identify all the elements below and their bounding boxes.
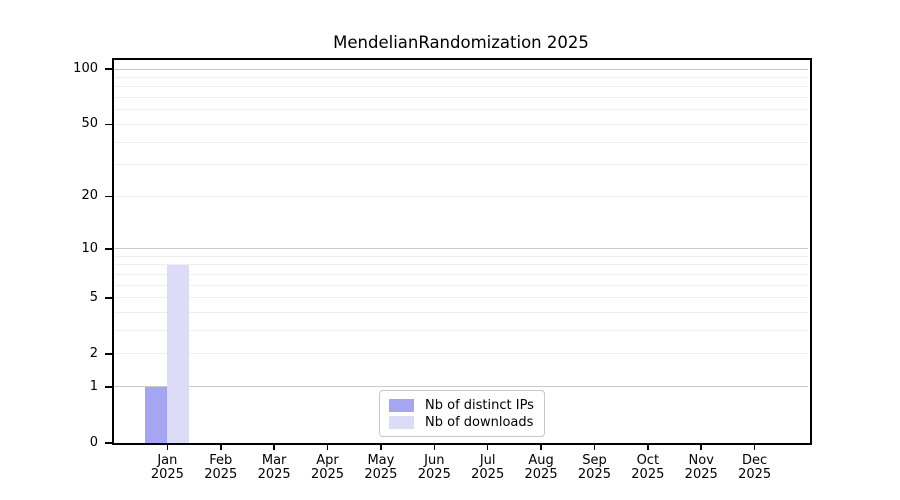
plot-area — [114, 60, 808, 443]
y-tick-mark — [105, 68, 112, 70]
x-tick-label: Oct 2025 — [621, 454, 674, 481]
y-tick-mark — [105, 195, 112, 198]
y-axis: 0 1 2 5 10 20 50 100 — [0, 60, 114, 450]
bar-downloads — [167, 264, 190, 443]
x-tick-label-month: Jul — [479, 453, 496, 468]
x-tick-mark — [486, 445, 489, 450]
x-tick-label-year: 2025 — [471, 466, 505, 482]
y-tick-mark — [105, 123, 112, 126]
y-tick-mark — [105, 353, 112, 355]
x-tick-mark — [433, 445, 436, 450]
x-tick-mark — [647, 445, 649, 450]
major-gridline — [114, 386, 808, 388]
bar-distinct-ips — [145, 386, 168, 443]
minor-gridline — [114, 264, 808, 266]
y-tick-mark — [105, 442, 112, 444]
minor-gridline — [114, 86, 808, 88]
y-tick-label: 100 — [73, 61, 98, 77]
x-tick-label-year: 2025 — [577, 466, 611, 482]
minor-gridline — [114, 123, 808, 125]
x-tick-label: Dec 2025 — [728, 454, 781, 481]
x-tick-label: Feb 2025 — [194, 454, 247, 481]
y-tick-label: 20 — [81, 188, 98, 204]
legend-label-downloads: Nb of downloads — [425, 414, 534, 430]
x-tick-label: Apr 2025 — [301, 454, 354, 481]
minor-gridline — [114, 109, 808, 111]
minor-gridline — [114, 274, 808, 276]
x-tick-label: Jun 2025 — [408, 454, 461, 481]
x-tick-label-month: Feb — [209, 453, 233, 468]
x-tick-mark — [593, 445, 596, 450]
y-tick-mark — [105, 386, 112, 388]
minor-gridline — [114, 353, 808, 355]
minor-gridline — [114, 77, 808, 79]
legend: Nb of distinct IPs Nb of downloads — [379, 390, 545, 437]
x-tick-label-month: Mar — [261, 453, 287, 468]
x-tick-label: Nov 2025 — [675, 454, 728, 481]
minor-gridline — [114, 284, 808, 286]
major-gridline — [114, 68, 808, 70]
x-tick-mark — [166, 445, 169, 450]
y-tick-mark — [105, 247, 112, 250]
x-tick-label-month: Dec — [742, 453, 768, 468]
x-axis: Jan 2025 Feb 2025 Mar 2025 Apr 2025 May 2025 Jun 20… — [114, 443, 808, 498]
x-tick-label-month: Oct — [636, 453, 660, 468]
x-tick-mark — [700, 445, 703, 450]
x-tick-label-month: May — [367, 453, 395, 468]
major-gridline — [114, 248, 808, 250]
x-tick-mark — [273, 445, 275, 450]
y-tick-label: 0 — [89, 435, 98, 450]
downloads-swatch — [389, 415, 414, 429]
chart-title: MendelianRandomization 2025 — [333, 33, 589, 52]
minor-gridline — [114, 195, 808, 197]
x-tick-label-year: 2025 — [150, 466, 184, 482]
x-tick-label-year: 2025 — [631, 466, 665, 482]
x-tick-label-month: Nov — [688, 453, 714, 468]
x-tick-label-year: 2025 — [684, 466, 718, 482]
minor-gridline — [114, 255, 808, 257]
x-tick-label: Jul 2025 — [461, 454, 514, 481]
legend-item-distinct-ips: Nb of distinct IPs — [389, 397, 535, 413]
y-tick-label: 2 — [89, 345, 98, 361]
x-tick-label: Sep 2025 — [568, 454, 621, 481]
minor-gridline — [114, 330, 808, 332]
x-tick-label-month: Sep — [582, 453, 607, 468]
x-tick-label-year: 2025 — [364, 466, 398, 482]
x-tick-label-month: Jun — [424, 453, 445, 468]
x-tick-label-year: 2025 — [417, 466, 451, 482]
minor-gridline — [114, 312, 808, 314]
x-tick-label-year: 2025 — [257, 466, 291, 482]
x-tick-mark — [753, 445, 756, 450]
minor-gridline — [114, 164, 808, 166]
y-tick-label: 50 — [81, 116, 98, 132]
x-tick-mark — [540, 445, 542, 450]
y-tick-label: 10 — [81, 240, 98, 256]
minor-gridline — [114, 97, 808, 99]
x-tick-label-month: Jan — [157, 453, 178, 468]
x-tick-label-year: 2025 — [738, 466, 772, 482]
x-tick-label-month: Apr — [316, 453, 339, 468]
x-tick-label: Mar 2025 — [247, 454, 300, 481]
distinct-ips-swatch — [389, 398, 414, 412]
x-tick-label-year: 2025 — [310, 466, 345, 482]
minor-gridline — [114, 297, 808, 299]
y-tick-label: 1 — [89, 378, 98, 394]
x-tick-mark — [380, 445, 382, 450]
y-tick-mark — [105, 297, 112, 299]
legend-label-distinct-ips: Nb of distinct IPs — [425, 397, 534, 413]
x-tick-mark — [219, 445, 222, 450]
minor-gridline — [114, 141, 808, 143]
x-tick-label: Jan 2025 — [141, 454, 194, 481]
legend-item-downloads: Nb of downloads — [389, 414, 535, 430]
x-tick-label: May 2025 — [354, 454, 407, 481]
x-tick-label-year: 2025 — [524, 466, 558, 482]
x-tick-mark — [326, 445, 329, 450]
x-tick-label: Aug 2025 — [514, 454, 567, 481]
y-tick-label: 5 — [89, 289, 98, 305]
x-tick-label-year: 2025 — [204, 466, 238, 482]
x-tick-label-month: Aug — [528, 453, 554, 468]
